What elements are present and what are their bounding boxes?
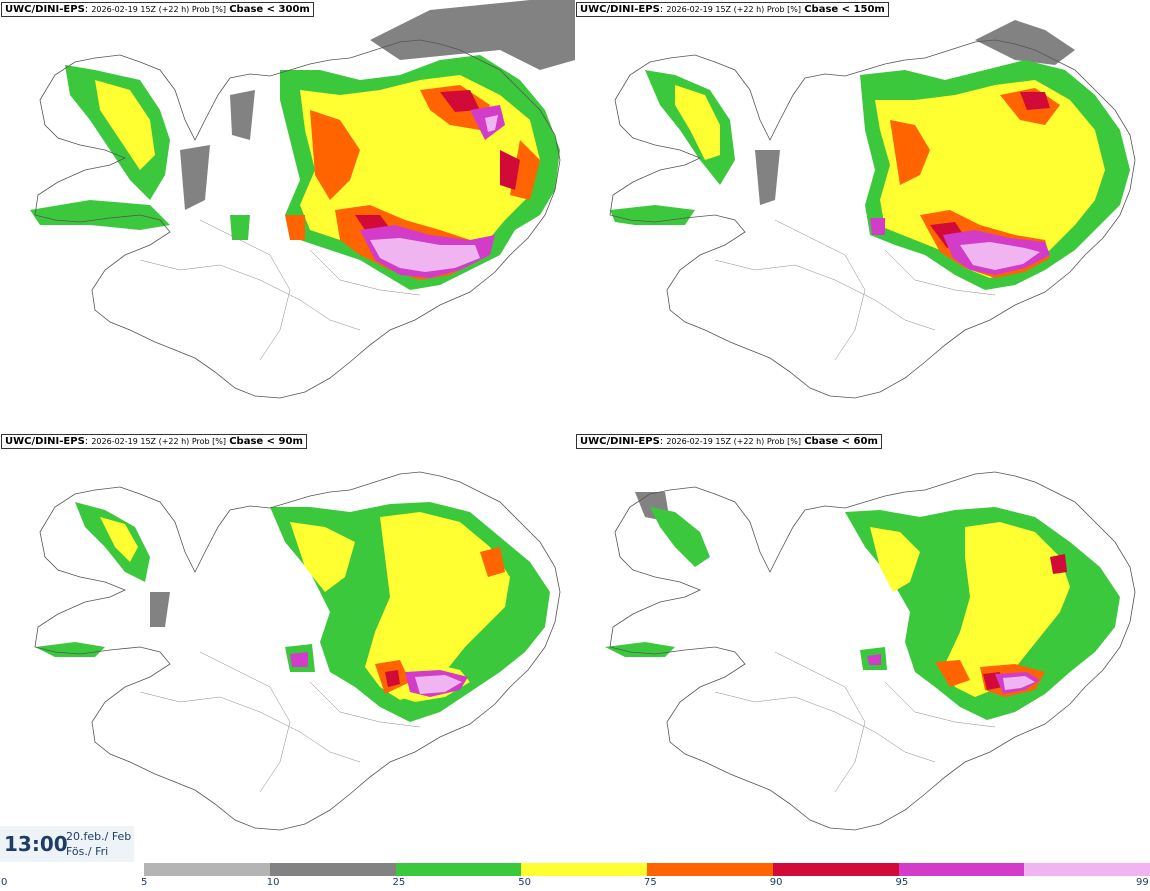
map-panel-cbase-300: UWC/DINI-EPS: 2026-02-19 15Z (+22 h) Pro… [0, 0, 575, 432]
valid-time-box: 13:00 20.feb./ Feb Fös./ Fri [0, 826, 134, 862]
model-name: UWC/DINI-EPS [5, 436, 85, 447]
valid-day: Fös./ Fri [66, 845, 109, 858]
iceland-map [605, 471, 1136, 831]
colorbar-tick-label: 75 [644, 877, 657, 888]
panel-title: UWC/DINI-EPS: 2026-02-19 15Z (+22 h) Pro… [576, 434, 882, 449]
colorbar-segment [521, 863, 647, 876]
run-meta: 2026-02-19 15Z (+22 h) Prob [%] [666, 5, 802, 14]
variable-label: Cbase < 150m [804, 4, 885, 15]
iceland-map [34, 471, 561, 831]
variable-label: Cbase < 60m [804, 436, 878, 447]
map-panel-cbase-150: UWC/DINI-EPS: 2026-02-19 15Z (+22 h) Pro… [575, 0, 1150, 432]
run-meta: 2026-02-19 15Z (+22 h) Prob [%] [666, 437, 802, 446]
colorbar-segment [395, 863, 522, 876]
model-name: UWC/DINI-EPS [580, 436, 660, 447]
valid-time: 13:00 [4, 832, 68, 856]
colorbar-tick-label: 10 [266, 877, 280, 888]
colorbar-segment [647, 863, 773, 876]
colorbar-tick-label: 90 [769, 877, 783, 888]
panel-title: UWC/DINI-EPS: 2026-02-19 15Z (+22 h) Pro… [576, 2, 889, 17]
colorbar-tick-label: 0 [1, 877, 8, 888]
iceland-map [609, 20, 1136, 399]
colorbar-segment [1024, 863, 1150, 876]
colorbar-segment [269, 863, 396, 876]
iceland-map [30, 0, 575, 399]
valid-date: 20.feb./ Feb [66, 830, 132, 843]
panel-title: UWC/DINI-EPS: 2026-02-19 15Z (+22 h) Pro… [1, 2, 314, 17]
model-name: UWC/DINI-EPS [580, 4, 660, 15]
variable-label: Cbase < 300m [229, 4, 310, 15]
colorbar-tick-label: 5 [141, 877, 148, 888]
panel-title: UWC/DINI-EPS: 2026-02-19 15Z (+22 h) Pro… [1, 434, 307, 449]
colorbar-tick-label: 50 [518, 877, 531, 888]
variable-label: Cbase < 90m [229, 436, 303, 447]
colorbar-tick-label: 25 [392, 877, 406, 888]
colorbar-segment [772, 863, 899, 876]
colorbar [144, 863, 1150, 876]
map-panel-cbase-90: UWC/DINI-EPS: 2026-02-19 15Z (+22 h) Pro… [0, 432, 575, 864]
run-meta: 2026-02-19 15Z (+22 h) Prob [%] [91, 5, 227, 14]
map-panel-cbase-60: UWC/DINI-EPS: 2026-02-19 15Z (+22 h) Pro… [575, 432, 1150, 864]
colorbar-segment [144, 863, 270, 876]
colorbar-segment [898, 863, 1025, 876]
colorbar-tick-label: 99 [1136, 877, 1149, 888]
colorbar-tick-label: 95 [895, 877, 909, 888]
model-name: UWC/DINI-EPS [5, 4, 85, 15]
run-meta: 2026-02-19 15Z (+22 h) Prob [%] [91, 437, 227, 446]
